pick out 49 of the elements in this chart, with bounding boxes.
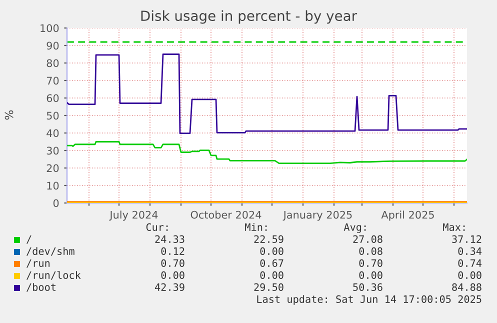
text: 0.67 [260, 259, 284, 267]
y-tick-label: 90 [46, 42, 59, 50]
text: 50.36 [353, 283, 382, 291]
text: 0.00 [260, 247, 284, 255]
legend-label: /run/lock [26, 271, 81, 280]
y-tick-label: 80 [46, 59, 59, 68]
text: Cur: [146, 223, 168, 231]
text: 0.12 [161, 247, 184, 255]
line-series [67, 54, 467, 134]
x-tick-label: July 2024 [109, 210, 158, 221]
legend-label: /boot [26, 283, 56, 292]
y-tick-label: 0 [53, 199, 59, 208]
legend-label: / [26, 235, 32, 244]
text: 42.39 [154, 283, 184, 291]
x-tick-label: October 2024 [190, 210, 262, 219]
y-tick-label: 100 [40, 24, 59, 32]
x-tick-label: April 2025 [381, 210, 434, 221]
y-axis-title: % [4, 110, 14, 120]
y-tick-label: 60 [46, 94, 59, 102]
text: 29.50 [254, 283, 284, 291]
legend-label: /dev/shm [26, 247, 74, 256]
chart-title: Disk usage in percent - by year [141, 10, 358, 24]
y-tick-label: 40 [46, 129, 59, 138]
text: 27.08 [353, 235, 382, 243]
y-tick-label: 30 [46, 146, 59, 155]
text: 0.70 [359, 259, 382, 267]
line-series [67, 141, 467, 164]
text: Last update: Sat Jun 14 17:00:05 2025 [257, 295, 482, 305]
text: 22.59 [254, 235, 284, 243]
text: 84.88 [452, 283, 482, 291]
y-tick-label: 10 [47, 182, 59, 190]
text: Min: [245, 223, 267, 231]
text: 24.33 [155, 235, 184, 243]
x-tick-label: January 2025 [282, 210, 352, 221]
y-tick-label: 70 [46, 76, 59, 85]
text: 0.08 [359, 247, 382, 255]
y-tick-label: 50 [46, 112, 59, 120]
text: Max: [443, 223, 465, 231]
text: 0.70 [161, 259, 184, 267]
text: 37.12 [452, 235, 482, 243]
text: 0.00 [260, 271, 284, 279]
text: 0.74 [458, 259, 482, 267]
text: 0.00 [458, 271, 482, 279]
y-tick-label: 20 [46, 164, 59, 172]
text: 0.00 [359, 271, 382, 279]
text: 0.34 [458, 247, 482, 255]
legend-label: /run [26, 259, 50, 268]
text: Avg: [344, 223, 366, 233]
text: 0.00 [161, 271, 184, 279]
